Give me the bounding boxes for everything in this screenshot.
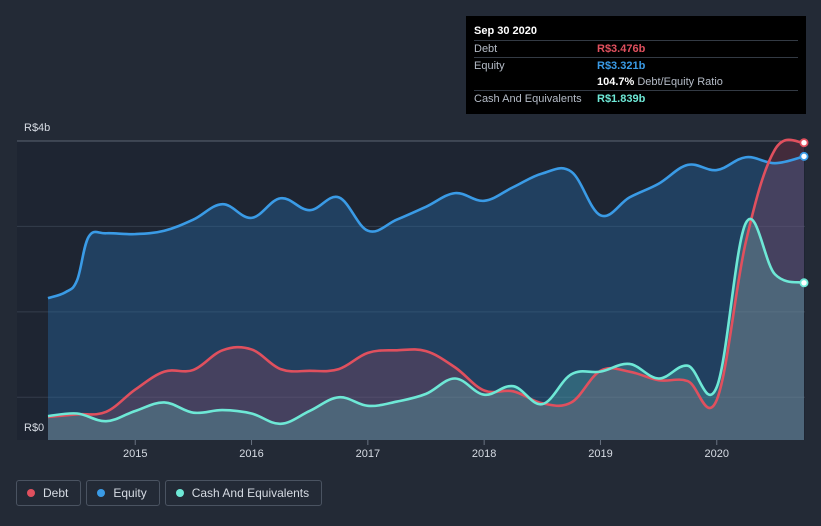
equity-dot-icon [97,489,106,497]
tooltip-label: Equity [474,60,505,72]
legend-item-debt[interactable]: Debt [16,480,82,506]
legend-label: Cash And Equivalents [191,486,310,500]
tooltip-row-debt: Debt R$3.476b [474,40,798,57]
tooltip-ratio-label: Debt/Equity Ratio [637,76,723,88]
cash-and-equivalents-area [48,218,804,440]
tooltip-label: Debt [474,43,498,55]
y-tick-label-top: R$4b [24,122,51,134]
x-tick-label: 2017 [356,448,380,460]
cash-dot-icon [175,489,184,497]
x-tick-label: 2019 [588,448,612,460]
equity-line [47,155,805,300]
tooltip-value: R$3.321b [597,60,646,72]
legend-item-equity[interactable]: Equity [86,480,160,506]
legend-label: Equity [113,486,147,500]
tooltip-label [474,74,597,90]
debt-line [47,138,805,419]
tooltip-row-equity: Equity R$3.321b [474,57,798,74]
legend-item-cash[interactable]: Cash And Equivalents [164,480,323,506]
x-tick-label: 2015 [123,448,147,460]
series-lines [47,138,805,426]
tooltip-label: Cash And Equivalents [474,93,582,105]
debt-area [48,139,804,440]
tooltip-row-ratio: 104.7% Debt/Equity Ratio [474,74,798,90]
x-tick-label: 2020 [705,448,729,460]
tooltip-panel: Sep 30 2020 Debt R$3.476b Equity R$3.321… [466,16,806,114]
x-tick-label: 2018 [472,448,496,460]
series-endpoints [799,138,809,288]
x-tick-label: 2016 [239,448,263,460]
cash-and-equivalents-endpoint[interactable] [799,278,809,288]
tooltip-value: R$3.476b [597,43,646,55]
legend: Debt Equity Cash And Equivalents [16,480,323,506]
x-axis-ticks: 2015 2016 2017 2018 2019 2020 [123,440,729,460]
plot-background [17,141,805,440]
debt-dot-icon [27,489,35,497]
debt-endpoint[interactable] [799,138,809,148]
equity-endpoint[interactable] [799,151,809,161]
y-tick-label-bottom: R$0 [24,422,45,434]
tooltip-value: R$1.839b [597,93,646,105]
tooltip-value: 104.7% [597,76,635,88]
tooltip-date: Sep 30 2020 [474,25,537,37]
tooltip-row-cash: Cash And Equivalents R$1.839b [474,90,798,107]
cash-and-equivalents-line [47,217,805,426]
legend-label: Debt [43,486,69,500]
